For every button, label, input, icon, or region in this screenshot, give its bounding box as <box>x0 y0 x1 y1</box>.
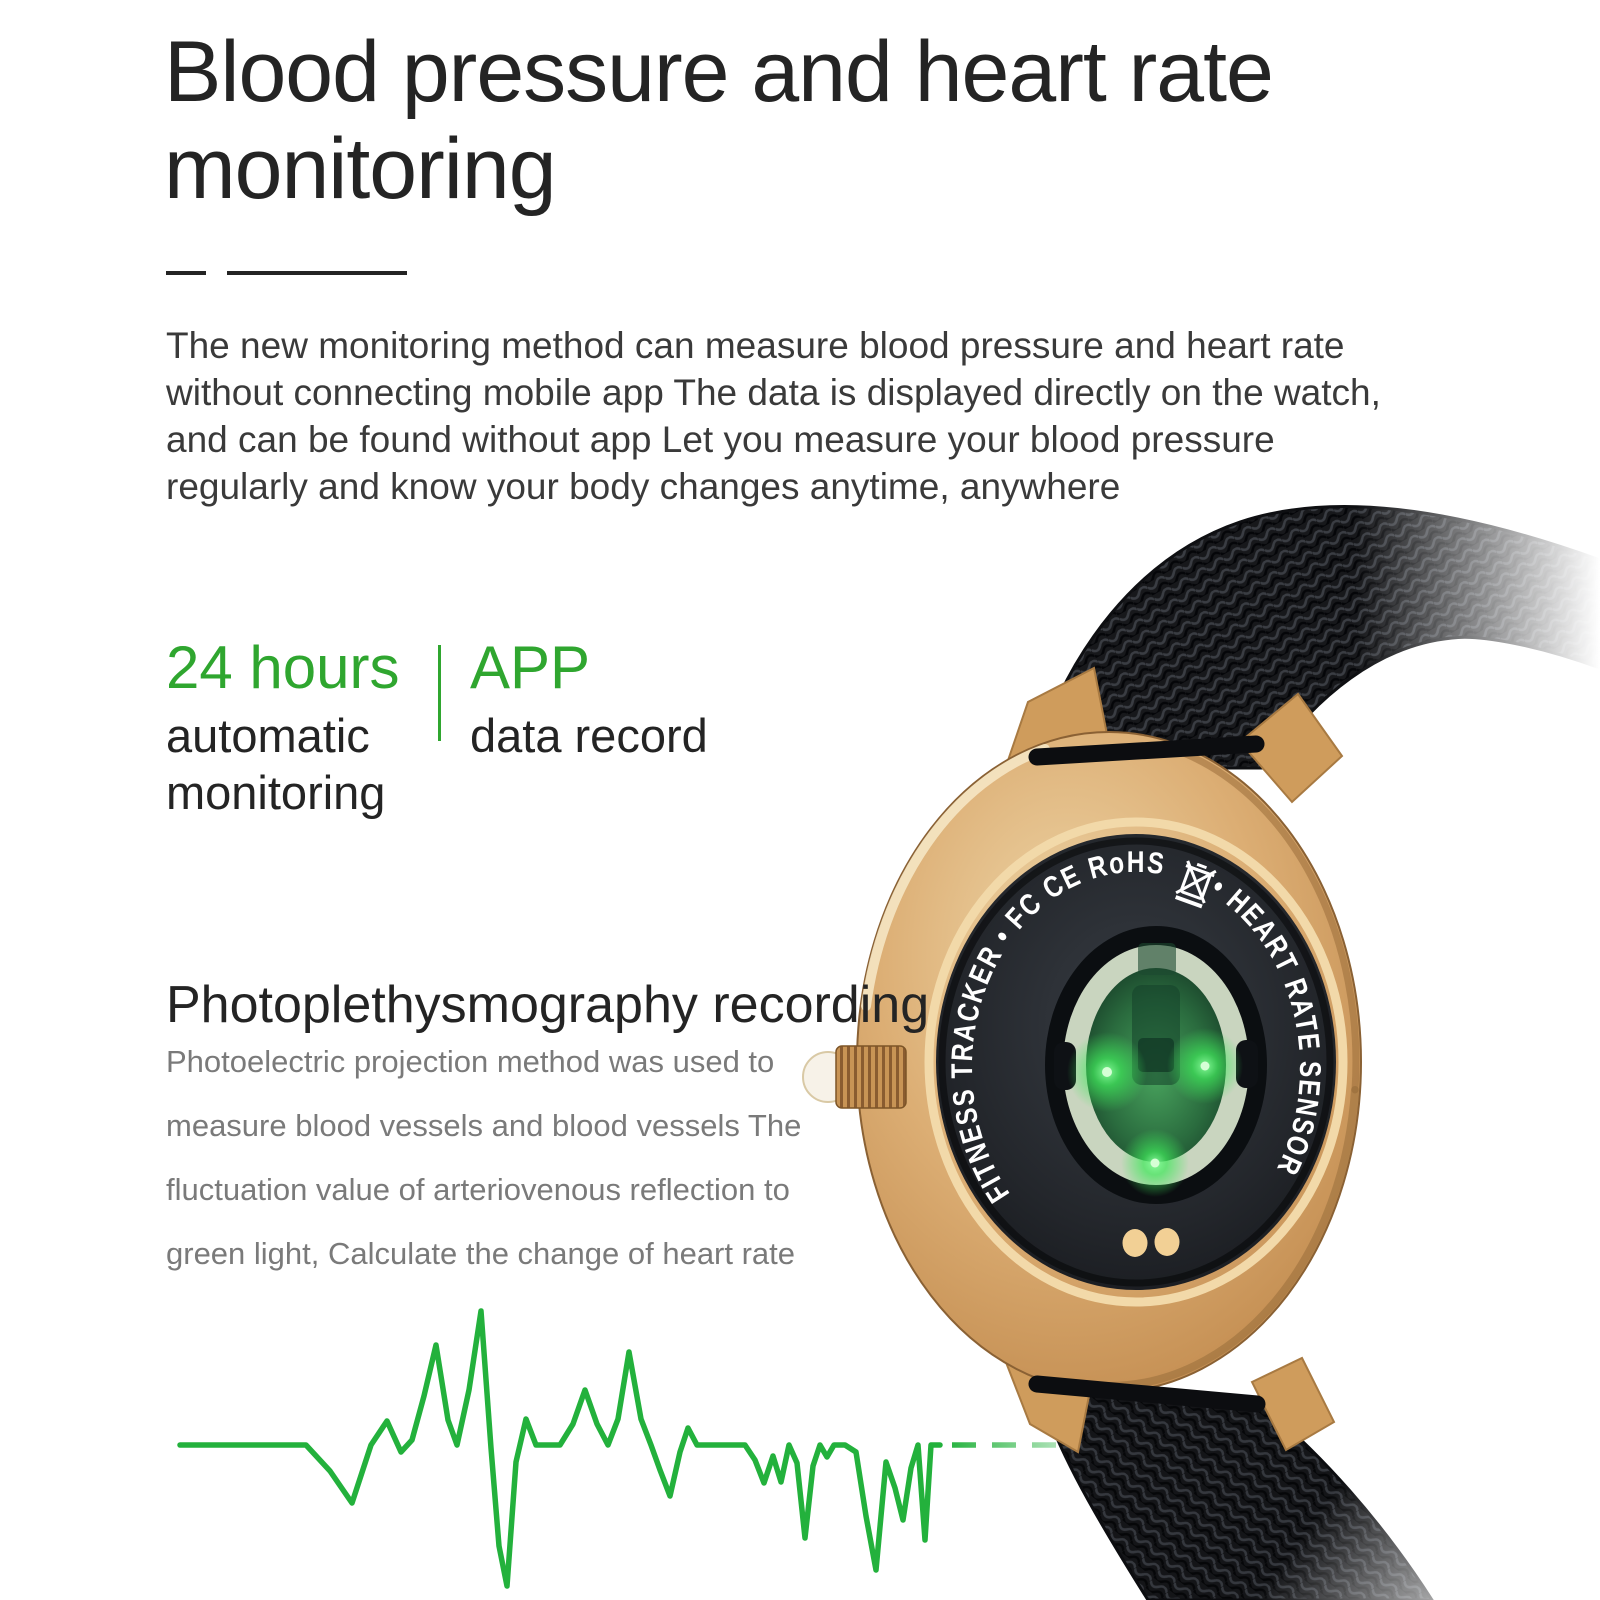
intro-paragraph: The new monitoring method can measure bl… <box>166 325 1381 507</box>
feature-description: automatic monitoring <box>166 709 386 819</box>
back-plate-inner-shadow <box>938 837 1334 1287</box>
heart-rate-sensor <box>1045 926 1267 1204</box>
ecg-line <box>177 1308 943 1589</box>
smartwatch-photo: FITNESS TRACKER • FC CE RoHS • HEART RAT… <box>802 504 1600 1600</box>
watch-band-top <box>1030 504 1600 770</box>
feature-app: APP data record <box>470 635 708 764</box>
underline-short-rule <box>166 271 206 275</box>
watch-crown <box>802 1045 907 1109</box>
charging-contacts <box>1122 1228 1180 1257</box>
feature-24-hours: 24 hours automatic monitoring <box>166 635 400 821</box>
page-title: Blood pressure and heart rate monitoring <box>164 24 1274 217</box>
underline-long-rule <box>227 271 407 275</box>
spring-bar-bottom <box>1028 1375 1266 1413</box>
watch-band-bottom <box>1032 1376 1434 1600</box>
feature-description: data record <box>470 709 708 762</box>
feature-headline: APP <box>470 634 591 701</box>
sensor-glow <box>1067 1028 1243 1197</box>
feature-headline: 24 hours <box>166 634 400 701</box>
spring-bar-top <box>1028 735 1265 766</box>
case-rim-shade-right <box>1169 745 1360 1094</box>
bezel-ring <box>924 817 1348 1307</box>
weee-icon <box>1174 860 1217 909</box>
ppg-section-title: Photoplethysmography recording <box>166 976 930 1034</box>
ecg-waveform <box>177 1308 1112 1589</box>
title-underline <box>166 271 407 275</box>
case-rim-shade-bottom <box>1105 1086 1359 1390</box>
ppg-section-body: Photoelectric projection method was used… <box>166 1044 802 1271</box>
case-rim-highlight <box>861 744 1050 1011</box>
feature-divider-line <box>438 645 441 741</box>
